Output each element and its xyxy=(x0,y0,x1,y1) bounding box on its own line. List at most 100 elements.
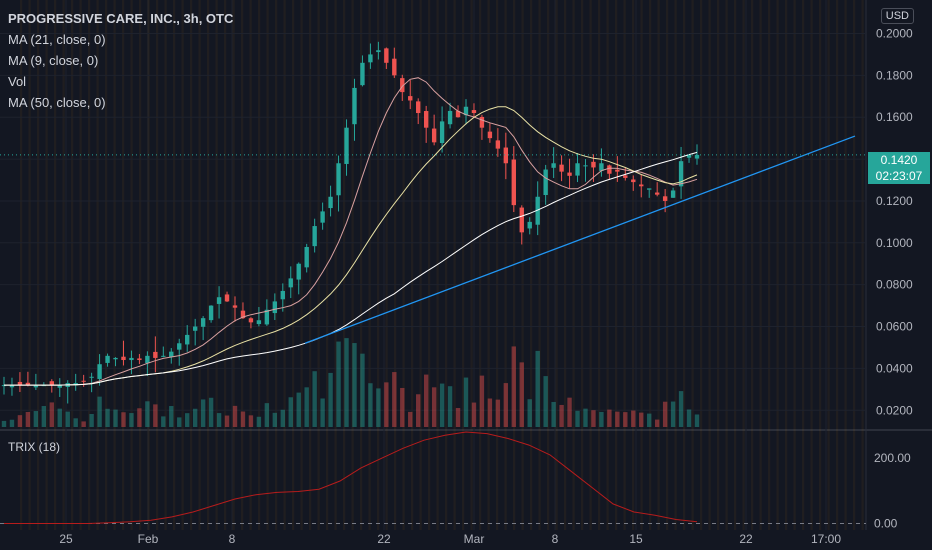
indicator-ma9[interactable]: MA (9, close, 0) xyxy=(8,53,99,68)
session-stripe xyxy=(62,0,65,530)
session-stripe xyxy=(589,0,592,530)
volume-bar xyxy=(328,372,333,427)
candle-body xyxy=(575,163,580,176)
y-tick-label: 0.1600 xyxy=(876,110,913,124)
candle-body xyxy=(344,127,349,164)
session-stripe xyxy=(547,0,550,530)
candle-body xyxy=(49,381,54,386)
session-stripe xyxy=(20,0,23,530)
session-stripe xyxy=(853,0,856,530)
volume-bar xyxy=(272,412,278,427)
volume-bar xyxy=(9,419,15,427)
session-stripe xyxy=(71,0,74,530)
session-stripe xyxy=(802,0,805,530)
session-stripe xyxy=(657,0,660,530)
candle-body xyxy=(654,192,660,195)
volume-bar xyxy=(376,388,381,427)
volume-bar xyxy=(296,392,301,427)
trix-indicator-label[interactable]: TRIX (18) xyxy=(8,440,61,454)
session-stripe xyxy=(96,0,99,530)
volume-bar xyxy=(1,420,7,427)
session-stripe xyxy=(581,0,584,530)
session-stripe xyxy=(479,0,482,530)
session-stripe xyxy=(538,0,541,530)
volume-bar xyxy=(264,403,270,427)
volume-bar xyxy=(41,406,47,427)
volume-bar xyxy=(57,408,62,427)
candle-body xyxy=(583,165,588,167)
trix-pane xyxy=(0,431,866,524)
session-stripe xyxy=(717,0,720,530)
candle-body xyxy=(192,326,198,331)
x-tick-label: 22 xyxy=(377,532,391,546)
session-stripe xyxy=(708,0,711,530)
candle-body xyxy=(447,110,453,125)
currency-button[interactable]: USD xyxy=(880,8,914,24)
last-price-tag: 0.1420 xyxy=(868,152,930,168)
session-stripe xyxy=(827,0,830,530)
indicator-ma50[interactable]: MA (50, close, 0) xyxy=(8,95,106,110)
session-stripe xyxy=(156,0,159,530)
candle-body xyxy=(639,184,644,187)
volume-bar xyxy=(121,412,126,427)
candle-body xyxy=(455,110,461,118)
session-stripe xyxy=(37,0,40,530)
session-stripe xyxy=(122,0,125,530)
volume-bar xyxy=(487,398,493,427)
volume-bar xyxy=(288,397,293,427)
candle-body xyxy=(368,54,373,63)
y-tick-label: 0.2000 xyxy=(876,26,913,40)
candle-body xyxy=(169,351,174,358)
volume-bar xyxy=(408,411,413,427)
candle-body xyxy=(678,161,684,187)
indicator-ma21[interactable]: MA (21, close, 0) xyxy=(8,32,106,47)
candle-body xyxy=(439,121,445,144)
candle-body xyxy=(248,318,254,323)
candle-body xyxy=(551,163,556,168)
session-stripe xyxy=(377,0,380,530)
candle-body xyxy=(33,385,39,388)
indicator-vol[interactable]: Vol xyxy=(8,74,27,89)
candle-body xyxy=(599,163,604,171)
candle-body xyxy=(129,357,134,361)
candle-body xyxy=(352,87,357,125)
grid xyxy=(0,0,932,530)
candle-body xyxy=(17,381,23,386)
candle-body xyxy=(312,226,317,247)
volume-bar xyxy=(654,419,660,427)
volume-bar xyxy=(535,350,540,427)
candle-body xyxy=(408,96,413,101)
session-stripe xyxy=(836,0,839,530)
volume-bar xyxy=(336,341,341,427)
volume-bar xyxy=(360,353,365,427)
volume-bar xyxy=(623,412,628,427)
candle-body xyxy=(623,175,628,178)
candle-body xyxy=(360,62,365,86)
session-stripe xyxy=(79,0,82,530)
session-stripe xyxy=(666,0,669,530)
y-tick-label: 0.0200 xyxy=(876,403,913,417)
moving-averages xyxy=(4,77,698,386)
volume-bar xyxy=(527,399,532,427)
volume-bar xyxy=(439,383,445,427)
candle-body xyxy=(177,343,182,350)
volume-bar xyxy=(81,421,86,427)
volume-bar xyxy=(97,396,102,427)
candle-body xyxy=(662,196,668,201)
session-stripe xyxy=(649,0,652,530)
symbol-title[interactable]: PROGRESSIVE CARE, INC., 3h, OTC xyxy=(8,11,234,26)
trendline xyxy=(0,135,866,344)
session-stripe xyxy=(810,0,813,530)
volume-bar xyxy=(519,362,524,427)
volume-bar xyxy=(463,377,469,427)
session-stripe xyxy=(640,0,643,530)
volume-bar xyxy=(559,404,564,427)
x-tick-label: 17:00 xyxy=(811,532,841,546)
volume-bar xyxy=(185,413,190,427)
y-tick-label: 0.1000 xyxy=(876,236,913,250)
session-stripe xyxy=(564,0,567,530)
candle-body xyxy=(81,380,86,382)
candle-body xyxy=(296,263,301,280)
session-stripe xyxy=(453,0,456,530)
